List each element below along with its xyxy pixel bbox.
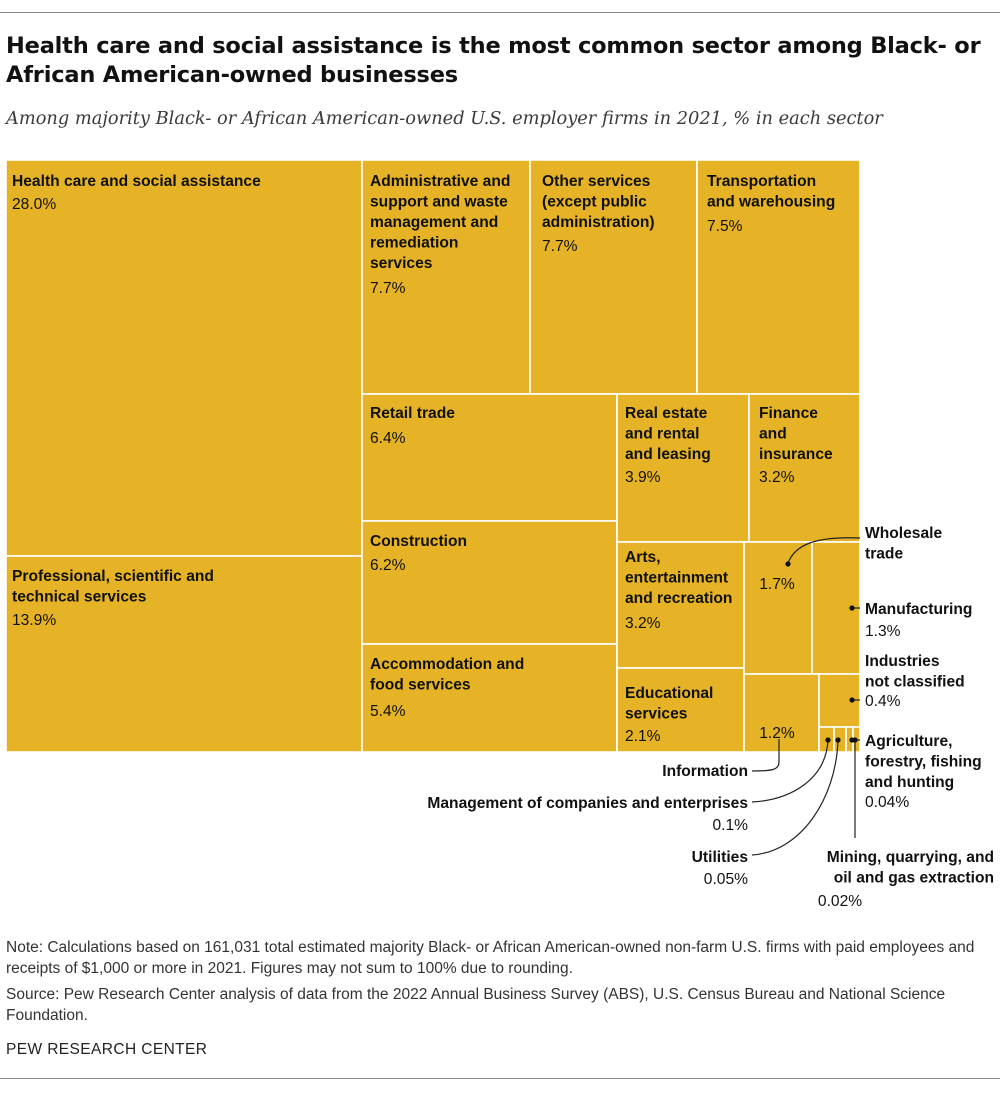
chart-source: Source: Pew Research Center analysis of …	[6, 986, 946, 1024]
cell-label-arts-entertainment-and-recreation: Arts,	[625, 549, 661, 566]
leader-line-management-of-companies-and-enterprises	[751, 739, 829, 803]
cell-label-arts-entertainment-and-recreation: entertainment	[625, 570, 728, 587]
cell-label-accommodation-and-food-services: Accommodation and	[370, 656, 524, 673]
callout-label-agriculture-forestry-fishing-and-hunting: and hunting	[865, 774, 954, 791]
top-rule	[0, 12, 1000, 13]
callout-label-wholesale-trade: Wholesale	[865, 525, 942, 542]
treemap-cell-finance-and-insurance	[748, 393, 861, 543]
cell-label-finance-and-insurance: and	[759, 426, 787, 443]
cell-label-administrative-and-support-and-waste-management-and-remediation-services: management and	[370, 214, 498, 231]
callout-label-mining-quarrying-and-oil-and-gas-extraction: oil and gas extraction	[834, 870, 994, 887]
chart-title: Health care and social assistance is the…	[6, 33, 981, 88]
treemap-cell-administrative-and-support-and-waste-management-and-remediation-services	[361, 159, 531, 395]
cell-label-transportation-and-warehousing: and warehousing	[707, 194, 835, 211]
leader-line-utilities	[751, 739, 839, 856]
callout-value-manufacturing: 1.3%	[865, 623, 901, 640]
treemap-cell-wholesale-trade	[743, 541, 813, 675]
callout-label-wholesale-trade: trade	[865, 546, 903, 563]
cell-label-educational-services: Educational	[625, 685, 713, 702]
cell-value-real-estate-and-rental-and-leasing: 3.9%	[625, 469, 661, 486]
leader-line-information	[751, 739, 780, 772]
callout-label-mining-quarrying-and-oil-and-gas-extraction: Mining, quarrying, and	[827, 849, 994, 866]
cell-label-real-estate-and-rental-and-leasing: and rental	[625, 426, 700, 443]
leader-dot-mining-quarrying-and-oil-and-gas-extraction	[852, 737, 858, 743]
treemap-cell-accommodation-and-food-services	[361, 643, 618, 753]
pew-logo-text: PEW RESEARCH CENTER	[6, 1041, 208, 1058]
cell-label-professional-scientific-and-technical-services: Professional, scientific and	[12, 568, 214, 585]
leader-dot-management-of-companies-and-enterprises	[825, 737, 831, 743]
callout-label-management-of-companies-and-enterprises: Management of companies and enterprises	[427, 795, 748, 812]
chart-note: Note: Calculations based on 161,031 tota…	[6, 939, 975, 977]
cell-label-arts-entertainment-and-recreation: and recreation	[625, 590, 732, 607]
callout-value-industries-not-classified: 0.4%	[865, 693, 901, 710]
leader-dot-industries-not-classified	[849, 697, 855, 703]
treemap-cell-other-services-except-public-administration	[529, 159, 698, 395]
cell-value-educational-services: 2.1%	[625, 728, 661, 745]
cell-label-retail-trade: Retail trade	[370, 405, 455, 422]
cell-label-construction: Construction	[370, 533, 467, 550]
cell-label-health-care-and-social-assistance: Health care and social assistance	[12, 173, 261, 190]
callout-value-information: 1.2%	[759, 725, 795, 742]
cell-label-finance-and-insurance: insurance	[759, 446, 833, 463]
callout-value-wholesale-trade: 1.7%	[759, 576, 795, 593]
treemap-cell-information	[743, 673, 820, 753]
cell-label-administrative-and-support-and-waste-management-and-remediation-services: support and waste	[370, 194, 508, 211]
callout-label-manufacturing: Manufacturing	[865, 601, 972, 618]
cell-label-educational-services: services	[625, 706, 688, 723]
cell-value-transportation-and-warehousing: 7.5%	[707, 218, 743, 235]
leader-dot-wholesale-trade	[785, 561, 791, 567]
cell-value-health-care-and-social-assistance: 28.0%	[12, 196, 56, 213]
treemap-cell-health-care-and-social-assistance	[5, 159, 363, 557]
cell-label-real-estate-and-rental-and-leasing: Real estate	[625, 405, 708, 422]
bottom-rule	[0, 1078, 1000, 1079]
callout-value-management-of-companies-and-enterprises: 0.1%	[712, 817, 748, 834]
callout-label-agriculture-forestry-fishing-and-hunting: forestry, fishing	[865, 754, 982, 771]
leader-line-wholesale-trade	[787, 537, 861, 564]
callout-value-utilities: 0.05%	[704, 871, 748, 888]
cell-label-administrative-and-support-and-waste-management-and-remediation-services: Administrative and	[370, 173, 510, 190]
cell-label-other-services-except-public-administration: Other services	[542, 173, 651, 190]
callout-label-industries-not-classified: Industries	[865, 653, 940, 670]
treemap-cell-transportation-and-warehousing	[696, 159, 861, 395]
callout-label-utilities: Utilities	[692, 849, 749, 866]
cell-label-other-services-except-public-administration: administration)	[542, 214, 655, 231]
cell-label-administrative-and-support-and-waste-management-and-remediation-services: remediation	[370, 235, 458, 252]
leader-dot-utilities	[835, 737, 841, 743]
cell-value-administrative-and-support-and-waste-management-and-remediation-services: 7.7%	[370, 280, 406, 297]
callout-label-agriculture-forestry-fishing-and-hunting: Agriculture,	[865, 733, 953, 750]
cell-value-arts-entertainment-and-recreation: 3.2%	[625, 615, 661, 632]
callout-label-information: Information	[662, 763, 748, 780]
cell-label-other-services-except-public-administration: (except public	[542, 194, 647, 211]
chart-subtitle: Among majority Black- or African America…	[6, 108, 883, 129]
treemap-cell-professional-scientific-and-technical-services	[5, 555, 363, 753]
callout-label-industries-not-classified: not classified	[865, 674, 965, 691]
leader-dot-manufacturing	[849, 605, 855, 611]
treemap-chart: Health care and social assistance 28.0% Pr…	[5, 159, 994, 910]
cell-value-accommodation-and-food-services: 5.4%	[370, 703, 406, 720]
treemap-cell-retail-trade	[361, 393, 618, 522]
cell-label-accommodation-and-food-services: food services	[370, 677, 471, 694]
treemap-cell-educational-services	[616, 667, 745, 753]
cell-label-transportation-and-warehousing: Transportation	[707, 173, 816, 190]
callout-value-mining-quarrying-and-oil-and-gas-extraction: 0.02%	[818, 893, 862, 910]
callout-value-agriculture-forestry-fishing-and-hunting: 0.04%	[865, 794, 909, 811]
cell-value-finance-and-insurance: 3.2%	[759, 469, 795, 486]
cell-value-professional-scientific-and-technical-services: 13.9%	[12, 612, 56, 629]
treemap-cell-construction	[361, 520, 618, 645]
cell-label-professional-scientific-and-technical-services: technical services	[12, 589, 147, 606]
cell-label-real-estate-and-rental-and-leasing: and leasing	[625, 446, 711, 463]
cell-label-administrative-and-support-and-waste-management-and-remediation-services: services	[370, 255, 433, 272]
cell-value-retail-trade: 6.4%	[370, 430, 406, 447]
cell-label-finance-and-insurance: Finance	[759, 405, 818, 422]
cell-value-construction: 6.2%	[370, 557, 406, 574]
cell-value-other-services-except-public-administration: 7.7%	[542, 238, 578, 255]
